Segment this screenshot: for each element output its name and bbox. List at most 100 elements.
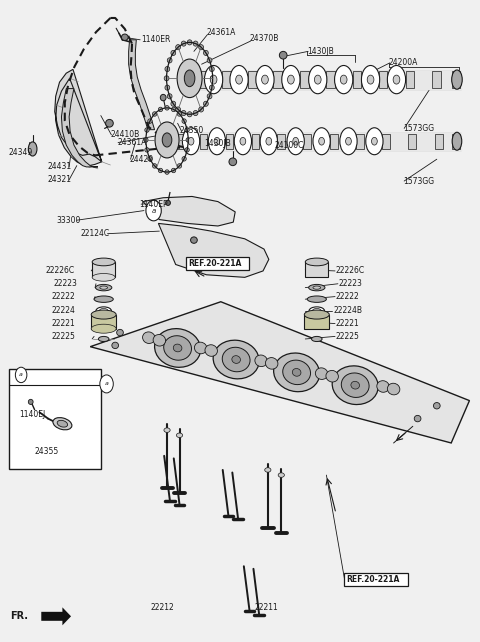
- Ellipse shape: [53, 417, 72, 430]
- Bar: [176, 134, 183, 149]
- Bar: [435, 134, 443, 149]
- Ellipse shape: [214, 137, 220, 145]
- Ellipse shape: [173, 344, 182, 352]
- Bar: [222, 71, 231, 88]
- Ellipse shape: [153, 112, 157, 116]
- Text: 24349: 24349: [9, 148, 33, 157]
- Ellipse shape: [164, 428, 170, 433]
- Bar: [248, 71, 257, 88]
- Ellipse shape: [234, 128, 252, 155]
- Ellipse shape: [292, 369, 301, 376]
- Ellipse shape: [177, 164, 181, 168]
- Text: REF.20-221A: REF.20-221A: [188, 259, 241, 268]
- Ellipse shape: [162, 133, 172, 147]
- Ellipse shape: [176, 433, 182, 438]
- Polygon shape: [61, 89, 98, 167]
- Ellipse shape: [187, 40, 192, 45]
- Ellipse shape: [240, 137, 246, 145]
- Ellipse shape: [153, 334, 166, 346]
- Text: 1140ER: 1140ER: [142, 35, 171, 44]
- Ellipse shape: [229, 158, 237, 166]
- Ellipse shape: [98, 336, 109, 342]
- Text: 24431: 24431: [48, 162, 72, 171]
- Ellipse shape: [166, 200, 170, 205]
- Ellipse shape: [210, 75, 217, 84]
- Ellipse shape: [255, 355, 267, 367]
- Ellipse shape: [283, 360, 311, 385]
- Ellipse shape: [96, 307, 111, 315]
- Ellipse shape: [160, 94, 166, 101]
- Ellipse shape: [153, 164, 157, 168]
- Ellipse shape: [143, 332, 155, 343]
- Ellipse shape: [28, 399, 33, 404]
- Text: 22222: 22222: [51, 292, 75, 301]
- Ellipse shape: [181, 110, 186, 116]
- Ellipse shape: [182, 128, 200, 155]
- Ellipse shape: [372, 137, 377, 145]
- Bar: [326, 71, 335, 88]
- Ellipse shape: [304, 310, 329, 319]
- Bar: [304, 315, 329, 329]
- Ellipse shape: [314, 75, 321, 84]
- Ellipse shape: [145, 128, 149, 132]
- Ellipse shape: [99, 309, 108, 313]
- Bar: [200, 134, 207, 149]
- Text: 24200A: 24200A: [389, 58, 418, 67]
- Ellipse shape: [367, 75, 374, 84]
- Ellipse shape: [265, 358, 278, 369]
- Ellipse shape: [207, 58, 212, 63]
- Ellipse shape: [282, 65, 300, 94]
- Text: REF.20-221A: REF.20-221A: [347, 575, 400, 584]
- Bar: [382, 134, 390, 149]
- Ellipse shape: [205, 345, 217, 356]
- Ellipse shape: [452, 70, 462, 89]
- Ellipse shape: [204, 101, 208, 107]
- Ellipse shape: [256, 65, 274, 94]
- Ellipse shape: [171, 50, 176, 55]
- Text: 33300: 33300: [57, 216, 81, 225]
- Ellipse shape: [91, 324, 116, 333]
- Bar: [91, 315, 116, 329]
- Polygon shape: [158, 223, 269, 277]
- Ellipse shape: [165, 106, 169, 110]
- Ellipse shape: [57, 421, 68, 427]
- Ellipse shape: [222, 347, 250, 372]
- Text: 22211: 22211: [254, 603, 278, 612]
- Ellipse shape: [313, 128, 330, 155]
- Ellipse shape: [213, 340, 259, 379]
- Ellipse shape: [176, 45, 180, 50]
- Ellipse shape: [262, 75, 268, 84]
- Bar: [408, 134, 416, 149]
- Text: 24355: 24355: [35, 447, 59, 456]
- FancyBboxPatch shape: [344, 573, 408, 586]
- Ellipse shape: [182, 119, 186, 123]
- Text: 24370B: 24370B: [250, 34, 279, 43]
- Ellipse shape: [346, 137, 351, 145]
- Ellipse shape: [351, 381, 360, 389]
- Text: 22212: 22212: [151, 603, 174, 612]
- Text: a: a: [152, 207, 156, 214]
- Ellipse shape: [193, 110, 198, 116]
- Ellipse shape: [165, 85, 170, 90]
- Text: 24361A: 24361A: [117, 138, 146, 147]
- Bar: [303, 134, 311, 149]
- Ellipse shape: [177, 112, 181, 116]
- Bar: [452, 71, 460, 88]
- Ellipse shape: [191, 237, 197, 243]
- Ellipse shape: [155, 329, 201, 367]
- Ellipse shape: [313, 286, 321, 289]
- Ellipse shape: [165, 169, 169, 174]
- Bar: [9, 369, 101, 469]
- Ellipse shape: [171, 168, 176, 173]
- Bar: [252, 134, 259, 149]
- Polygon shape: [41, 607, 71, 625]
- Ellipse shape: [208, 128, 226, 155]
- Ellipse shape: [312, 336, 322, 342]
- Text: 22226C: 22226C: [45, 266, 74, 275]
- Text: 24350: 24350: [180, 126, 204, 135]
- Ellipse shape: [361, 65, 380, 94]
- Ellipse shape: [265, 467, 271, 473]
- Text: 1573GG: 1573GG: [403, 177, 434, 186]
- Bar: [277, 134, 285, 149]
- Bar: [92, 262, 115, 277]
